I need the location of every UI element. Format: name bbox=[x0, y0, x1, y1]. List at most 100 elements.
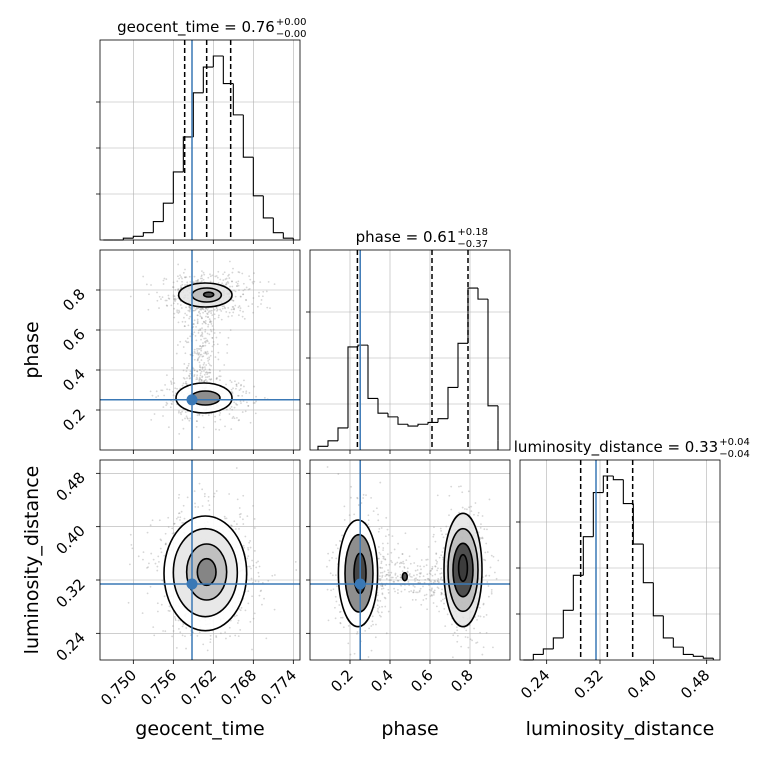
panel-time-phase-sample bbox=[206, 332, 209, 335]
panel-time-phase-sample bbox=[199, 372, 202, 375]
panel-time-distance-sample bbox=[159, 547, 162, 550]
panel-time-phase-sample bbox=[175, 352, 178, 355]
panel-time-phase-sample bbox=[185, 380, 187, 383]
panel-time-phase-sample bbox=[206, 308, 209, 311]
panel-time-phase-sample bbox=[242, 293, 245, 296]
panel-time-phase-sample bbox=[252, 282, 255, 285]
panel-time-phase-sample bbox=[207, 414, 210, 417]
panel-time-phase-sample bbox=[200, 353, 203, 356]
panel-phase-distance-sample bbox=[419, 565, 422, 568]
panel-phase-distance-sample bbox=[370, 649, 373, 652]
panel-time-phase-sample bbox=[194, 352, 196, 354]
panel-time-phase-sample bbox=[202, 345, 205, 347]
panel-time-phase-sample bbox=[238, 305, 241, 307]
panel-time-phase-sample bbox=[237, 394, 240, 397]
panel-time-phase-sample bbox=[193, 369, 196, 372]
panel-phase-distance-sample bbox=[456, 640, 459, 643]
panel-phase-distance-sample bbox=[389, 574, 392, 576]
panel-time-phase-sample bbox=[196, 370, 198, 373]
panel-time-phase-sample bbox=[209, 328, 212, 331]
panel-phase-distance-sample bbox=[379, 615, 382, 618]
panel-time-distance-sample bbox=[208, 508, 211, 511]
panel-phase-distance-sample bbox=[483, 558, 485, 561]
hist-luminosity-distance-bin-6 bbox=[582, 536, 594, 576]
panel-phase-distance-sample bbox=[396, 575, 399, 578]
panel-time-distance-sample bbox=[164, 532, 167, 535]
panel-time-phase-sample bbox=[189, 307, 192, 310]
panel-time-phase-sample bbox=[199, 315, 202, 318]
panel-phase-distance-sample bbox=[395, 577, 398, 579]
panel-time-phase-sample bbox=[184, 312, 187, 315]
panel-time-distance-sample bbox=[160, 551, 163, 554]
panel-time-phase-sample bbox=[213, 317, 216, 320]
panel-phase-distance-sample bbox=[382, 587, 385, 590]
panel-time-phase-sample bbox=[188, 317, 191, 320]
panel-time-phase-sample bbox=[181, 419, 184, 421]
panel-time-phase-sample bbox=[205, 364, 208, 366]
panel-time-phase-sample bbox=[232, 267, 234, 270]
luminosity-distance-ylabel: luminosity_distance bbox=[21, 466, 43, 655]
panel-time-phase-sample bbox=[196, 420, 198, 423]
panel-time-phase-sample bbox=[194, 309, 197, 312]
hist-geocent-time-bin-5 bbox=[152, 221, 164, 233]
panel-time-phase-sample bbox=[236, 285, 238, 287]
panel-time-phase-sample bbox=[129, 295, 132, 298]
panel-phase-distance-sample bbox=[436, 494, 439, 497]
panel-time-phase-sample bbox=[184, 276, 186, 279]
panel-phase-distance-sample bbox=[477, 511, 480, 514]
panel-time-phase-sample bbox=[188, 306, 191, 309]
panel-phase-distance-sample bbox=[432, 594, 435, 596]
panel-phase-distance-contour-2 bbox=[447, 527, 479, 613]
panel-phase-distance-sample bbox=[416, 548, 418, 550]
hist-phase-bin-17 bbox=[487, 299, 498, 407]
panel-phase-distance-sample bbox=[425, 593, 428, 596]
panel-time-distance-sample bbox=[253, 518, 256, 520]
panel-time-phase-sample bbox=[198, 352, 201, 354]
panel-phase-distance-sample bbox=[480, 523, 482, 525]
panel-time-phase-sample bbox=[237, 271, 240, 273]
panel-time-phase-sample bbox=[176, 280, 179, 283]
panel-time-phase-sample bbox=[209, 378, 212, 381]
panel-time-phase-sample bbox=[231, 314, 233, 317]
panel-time-phase-sample bbox=[231, 280, 233, 283]
panel-time-phase-sample bbox=[186, 383, 188, 386]
panel-time-phase-sample bbox=[182, 382, 185, 385]
panel-time-phase-sample bbox=[217, 314, 220, 317]
panel-phase-distance-sample bbox=[481, 515, 484, 517]
panel-phase-distance-sample bbox=[390, 551, 393, 554]
panel-phase-distance-sample bbox=[443, 597, 446, 600]
panel-phase-distance-sample bbox=[403, 566, 406, 568]
panel-time-phase-sample bbox=[184, 320, 187, 323]
panel-time-phase-sample bbox=[228, 273, 230, 276]
panel-time-phase-sample bbox=[198, 377, 201, 380]
panel-time-phase-sample bbox=[209, 354, 212, 357]
panel-time-phase-sample bbox=[220, 318, 223, 321]
hist-geocent-time-title-sub: −0.00 bbox=[276, 29, 307, 40]
panel-time-distance-sample bbox=[154, 562, 157, 565]
panel-time-distance-sample bbox=[208, 504, 211, 506]
panel-time-distance-sample bbox=[249, 540, 251, 542]
panel-phase-distance-sample bbox=[426, 577, 429, 580]
panel-time-phase-sample bbox=[223, 271, 226, 274]
panel-time-phase-sample bbox=[162, 406, 165, 409]
panel-phase-distance-sample bbox=[461, 506, 464, 509]
panel-time-phase-sample bbox=[200, 370, 203, 373]
geocent-time-xtick-label-3: 0.768 bbox=[217, 666, 260, 709]
phase-xtick-label-0: 0.2 bbox=[327, 666, 357, 696]
panel-phase-distance-sample bbox=[331, 556, 333, 559]
panel-time-phase-sample bbox=[260, 303, 262, 305]
panel-time-distance-sample bbox=[251, 581, 254, 584]
panel-time-phase-sample bbox=[226, 343, 229, 346]
panel-time-phase-sample bbox=[201, 322, 204, 325]
panel-time-phase-sample bbox=[231, 285, 234, 288]
panel-time-phase-sample bbox=[200, 338, 202, 341]
panel-time-phase-sample bbox=[243, 379, 245, 382]
panel-time-phase-sample bbox=[218, 375, 221, 378]
panel-time-phase-sample bbox=[195, 376, 198, 379]
panel-time-distance-sample bbox=[178, 512, 181, 515]
panel-time-phase-sample bbox=[199, 374, 202, 377]
panel-time-phase-sample bbox=[209, 310, 212, 312]
panel-time-phase-sample bbox=[231, 417, 234, 419]
panel-time-phase-sample bbox=[219, 331, 221, 334]
panel-time-phase-sample bbox=[201, 414, 204, 417]
